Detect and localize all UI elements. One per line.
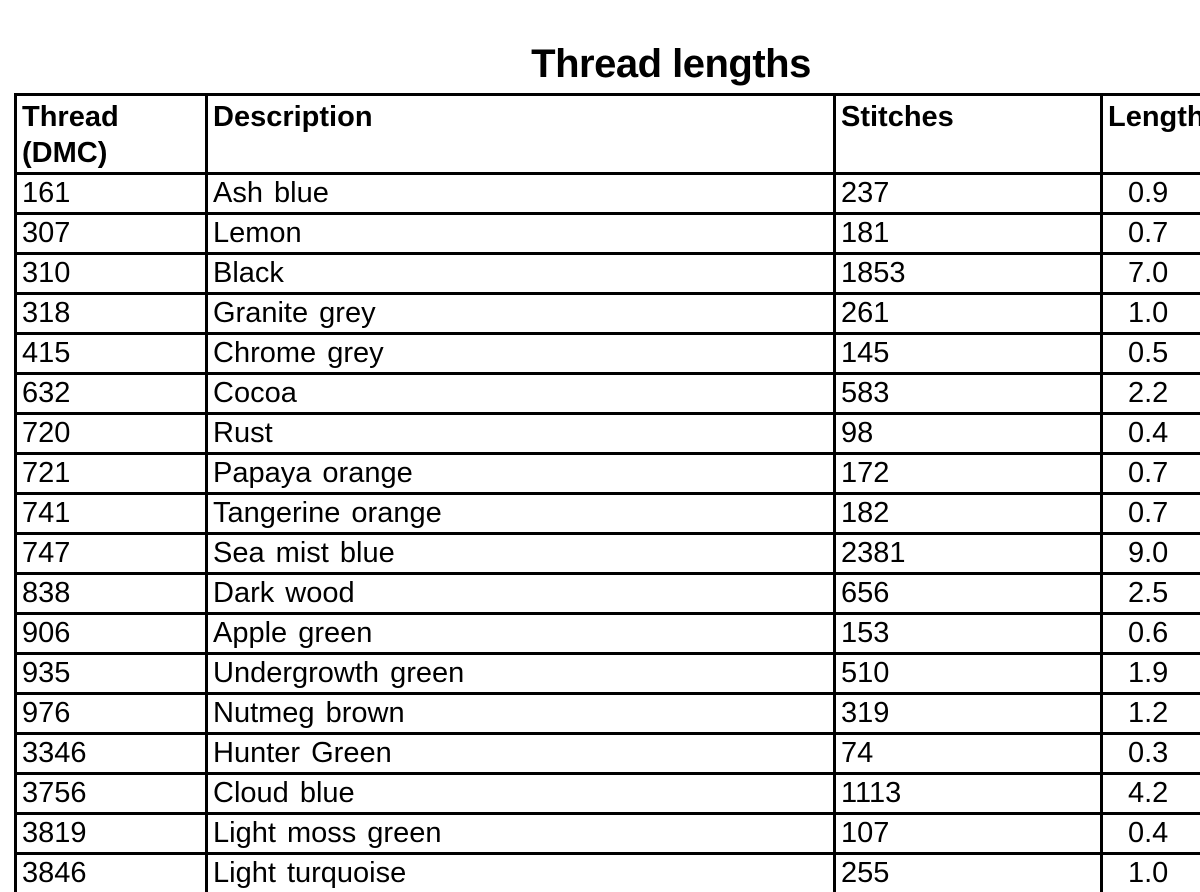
column-header-thread-dmc: Thread (DMC)	[14, 93, 205, 172]
cell-description: Nutmeg brown	[205, 692, 833, 732]
cell-thread: 3846	[14, 852, 205, 892]
cell-thread: 906	[14, 612, 205, 652]
table-row: 310 Black 1853 7.0	[14, 252, 1200, 292]
cell-description: Black	[205, 252, 833, 292]
table-row: 976 Nutmeg brown 319 1.2	[14, 692, 1200, 732]
cell-stitches: 583	[833, 372, 1100, 412]
cell-description: Undergrowth green	[205, 652, 833, 692]
cell-stitches: 182	[833, 492, 1100, 532]
cell-thread: 415	[14, 332, 205, 372]
cell-stitches: 255	[833, 852, 1100, 892]
cell-thread: 935	[14, 652, 205, 692]
cell-stitches: 153	[833, 612, 1100, 652]
cell-length: 7.0	[1100, 252, 1200, 292]
column-header-length: Length (m)	[1100, 93, 1200, 172]
cell-length: 0.3	[1100, 732, 1200, 772]
cell-thread: 741	[14, 492, 205, 532]
cell-length: 0.6	[1100, 612, 1200, 652]
cell-description: Cloud blue	[205, 772, 833, 812]
table-row: 415 Chrome grey 145 0.5	[14, 332, 1200, 372]
thread-lengths-table: Thread (DMC) Description Stitches Length…	[14, 93, 1200, 892]
cell-stitches: 656	[833, 572, 1100, 612]
cell-thread: 632	[14, 372, 205, 412]
cell-thread: 161	[14, 172, 205, 212]
cell-length: 1.0	[1100, 292, 1200, 332]
table-row: 721 Papaya orange 172 0.7	[14, 452, 1200, 492]
cell-description: Papaya orange	[205, 452, 833, 492]
cell-thread: 838	[14, 572, 205, 612]
table-row: 3756 Cloud blue 1113 4.2	[14, 772, 1200, 812]
cell-thread: 720	[14, 412, 205, 452]
table-row: 161 Ash blue 237 0.9	[14, 172, 1200, 212]
cell-length: 9.0	[1100, 532, 1200, 572]
cell-length: 0.4	[1100, 412, 1200, 452]
table-row: 838 Dark wood 656 2.5	[14, 572, 1200, 612]
table-row: 632 Cocoa 583 2.2	[14, 372, 1200, 412]
cell-stitches: 237	[833, 172, 1100, 212]
cell-description: Lemon	[205, 212, 833, 252]
cell-length: 1.0	[1100, 852, 1200, 892]
cell-stitches: 107	[833, 812, 1100, 852]
cell-thread: 3756	[14, 772, 205, 812]
thread-lengths-table-container: Thread (DMC) Description Stitches Length…	[14, 93, 1200, 892]
table-row: 3846 Light turquoise 255 1.0	[14, 852, 1200, 892]
cell-thread: 721	[14, 452, 205, 492]
cell-description: Hunter Green	[205, 732, 833, 772]
cell-length: 4.2	[1100, 772, 1200, 812]
cell-stitches: 172	[833, 452, 1100, 492]
cell-thread: 976	[14, 692, 205, 732]
cell-length: 0.7	[1100, 492, 1200, 532]
table-row: 720 Rust 98 0.4	[14, 412, 1200, 452]
cell-stitches: 261	[833, 292, 1100, 332]
cell-description: Light turquoise	[205, 852, 833, 892]
cell-stitches: 2381	[833, 532, 1100, 572]
cell-length: 0.9	[1100, 172, 1200, 212]
cell-description: Ash blue	[205, 172, 833, 212]
cell-description: Cocoa	[205, 372, 833, 412]
table-row: 3346 Hunter Green 74 0.3	[14, 732, 1200, 772]
table-row: 3819 Light moss green 107 0.4	[14, 812, 1200, 852]
cell-length: 0.5	[1100, 332, 1200, 372]
cell-description: Granite grey	[205, 292, 833, 332]
cell-description: Sea mist blue	[205, 532, 833, 572]
cell-description: Tangerine orange	[205, 492, 833, 532]
cell-stitches: 181	[833, 212, 1100, 252]
cell-stitches: 1113	[833, 772, 1100, 812]
cell-stitches: 319	[833, 692, 1100, 732]
cell-description: Rust	[205, 412, 833, 452]
table-row: 307 Lemon 181 0.7	[14, 212, 1200, 252]
cell-stitches: 1853	[833, 252, 1100, 292]
cell-thread: 310	[14, 252, 205, 292]
cell-length: 0.4	[1100, 812, 1200, 852]
cell-length: 2.2	[1100, 372, 1200, 412]
table-row: 318 Granite grey 261 1.0	[14, 292, 1200, 332]
cell-thread: 318	[14, 292, 205, 332]
table-row: 935 Undergrowth green 510 1.9	[14, 652, 1200, 692]
cell-stitches: 98	[833, 412, 1100, 452]
table-row: 906 Apple green 153 0.6	[14, 612, 1200, 652]
cell-stitches: 74	[833, 732, 1100, 772]
column-header-stitches: Stitches	[833, 93, 1100, 172]
cell-length: 1.2	[1100, 692, 1200, 732]
cell-thread: 307	[14, 212, 205, 252]
table-body: 161 Ash blue 237 0.9 307 Lemon 181 0.7 310 Black 1…	[14, 172, 1200, 892]
page-title: Thread lengths	[531, 42, 811, 86]
table-row: 747 Sea mist blue 2381 9.0	[14, 532, 1200, 572]
cell-description: Chrome grey	[205, 332, 833, 372]
cell-description: Apple green	[205, 612, 833, 652]
table-row: 741 Tangerine orange 182 0.7	[14, 492, 1200, 532]
column-header-description: Description	[205, 93, 833, 172]
cell-length: 0.7	[1100, 452, 1200, 492]
cell-length: 1.9	[1100, 652, 1200, 692]
cell-stitches: 510	[833, 652, 1100, 692]
cell-description: Light moss green	[205, 812, 833, 852]
header-row: Thread (DMC) Description Stitches Length…	[14, 93, 1200, 172]
cell-thread: 3346	[14, 732, 205, 772]
cell-description: Dark wood	[205, 572, 833, 612]
cell-length: 2.5	[1100, 572, 1200, 612]
cell-thread: 747	[14, 532, 205, 572]
cell-stitches: 145	[833, 332, 1100, 372]
cell-length: 0.7	[1100, 212, 1200, 252]
cell-thread: 3819	[14, 812, 205, 852]
